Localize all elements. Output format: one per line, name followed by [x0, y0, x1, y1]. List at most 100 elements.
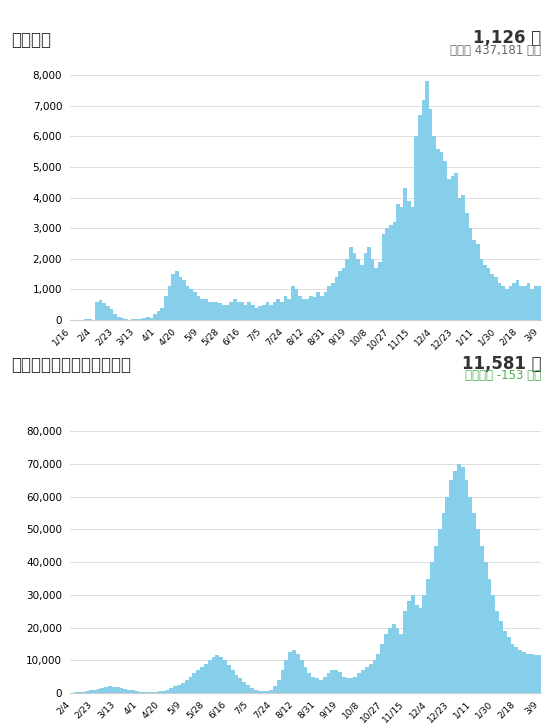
- Bar: [307, 673, 311, 693]
- Bar: [502, 286, 505, 320]
- Bar: [182, 280, 186, 320]
- Bar: [323, 677, 326, 693]
- Bar: [277, 299, 280, 320]
- Bar: [223, 660, 227, 693]
- Bar: [415, 605, 418, 693]
- Bar: [211, 657, 215, 693]
- Bar: [189, 677, 193, 693]
- Bar: [407, 201, 411, 320]
- Bar: [326, 673, 330, 693]
- Bar: [440, 152, 444, 320]
- Bar: [277, 680, 281, 693]
- Bar: [266, 302, 270, 320]
- Bar: [392, 624, 396, 693]
- Bar: [287, 299, 291, 320]
- Bar: [414, 137, 418, 320]
- Text: 陽性者数: 陽性者数: [11, 31, 51, 49]
- Bar: [514, 647, 518, 693]
- Bar: [132, 319, 135, 320]
- Bar: [454, 173, 458, 320]
- Bar: [400, 634, 403, 693]
- Bar: [185, 680, 189, 693]
- Bar: [158, 691, 162, 693]
- Bar: [112, 687, 116, 693]
- Bar: [304, 667, 307, 693]
- Bar: [161, 308, 164, 320]
- Bar: [357, 673, 361, 693]
- Bar: [461, 467, 465, 693]
- Bar: [483, 265, 487, 320]
- Bar: [139, 691, 143, 693]
- Bar: [330, 670, 334, 693]
- Bar: [380, 644, 384, 693]
- Bar: [193, 292, 197, 320]
- Bar: [451, 176, 454, 320]
- Bar: [441, 513, 445, 693]
- Bar: [177, 685, 181, 693]
- Bar: [244, 305, 248, 320]
- Bar: [328, 286, 331, 320]
- Bar: [121, 318, 124, 320]
- Bar: [349, 246, 353, 320]
- Bar: [357, 259, 360, 320]
- Bar: [468, 497, 472, 693]
- Bar: [262, 305, 266, 320]
- Bar: [527, 284, 530, 320]
- Bar: [164, 296, 168, 320]
- Bar: [234, 675, 238, 693]
- Bar: [338, 672, 342, 693]
- Bar: [393, 222, 396, 320]
- Bar: [196, 296, 200, 320]
- Bar: [171, 274, 175, 320]
- Bar: [95, 302, 99, 320]
- Bar: [430, 562, 434, 693]
- Bar: [204, 299, 208, 320]
- Bar: [273, 302, 277, 320]
- Bar: [396, 204, 400, 320]
- Bar: [445, 497, 449, 693]
- Bar: [361, 670, 365, 693]
- Bar: [170, 688, 173, 693]
- Bar: [131, 691, 135, 693]
- Bar: [331, 284, 335, 320]
- Bar: [237, 302, 240, 320]
- Bar: [103, 303, 106, 320]
- Bar: [472, 513, 476, 693]
- Bar: [238, 678, 242, 693]
- Bar: [229, 302, 233, 320]
- Bar: [436, 149, 440, 320]
- Bar: [537, 655, 541, 693]
- Bar: [522, 652, 526, 693]
- Bar: [457, 464, 461, 693]
- Bar: [426, 579, 430, 693]
- Bar: [127, 690, 131, 693]
- Bar: [146, 317, 150, 320]
- Bar: [490, 274, 494, 320]
- Bar: [538, 286, 541, 320]
- Bar: [108, 686, 112, 693]
- Text: （前日比 -153 人）: （前日比 -153 人）: [465, 369, 541, 382]
- Bar: [295, 289, 299, 320]
- Bar: [511, 644, 514, 693]
- Bar: [465, 213, 469, 320]
- Bar: [389, 225, 393, 320]
- Bar: [215, 302, 219, 320]
- Bar: [443, 161, 447, 320]
- Bar: [453, 470, 457, 693]
- Bar: [288, 652, 292, 693]
- Bar: [208, 302, 211, 320]
- Bar: [300, 660, 304, 693]
- Bar: [411, 595, 415, 693]
- Bar: [227, 665, 231, 693]
- Bar: [196, 670, 200, 693]
- Bar: [469, 228, 472, 320]
- Bar: [258, 306, 262, 320]
- Bar: [498, 284, 501, 320]
- Bar: [377, 654, 380, 693]
- Bar: [480, 259, 483, 320]
- Bar: [281, 670, 285, 693]
- Bar: [89, 691, 93, 693]
- Bar: [179, 277, 182, 320]
- Bar: [116, 688, 119, 693]
- Bar: [181, 683, 185, 693]
